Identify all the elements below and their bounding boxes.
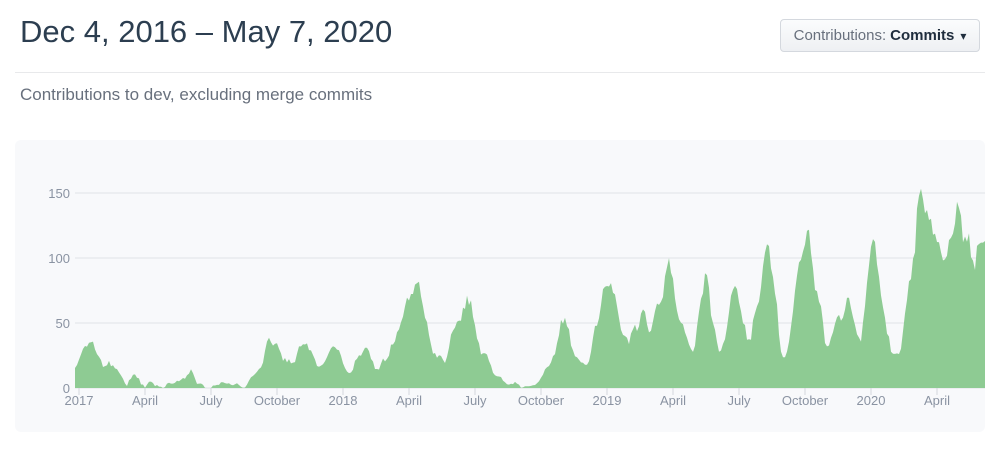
svg-text:2019: 2019: [593, 393, 622, 408]
svg-text:2017: 2017: [65, 393, 94, 408]
svg-text:150: 150: [48, 186, 70, 201]
svg-text:2018: 2018: [329, 393, 358, 408]
svg-text:April: April: [396, 393, 422, 408]
svg-text:100: 100: [48, 251, 70, 266]
svg-text:April: April: [924, 393, 950, 408]
svg-text:50: 50: [56, 316, 70, 331]
svg-text:July: July: [199, 393, 223, 408]
svg-text:April: April: [660, 393, 686, 408]
svg-text:October: October: [518, 393, 565, 408]
svg-text:July: July: [727, 393, 751, 408]
svg-text:October: October: [254, 393, 301, 408]
svg-text:July: July: [463, 393, 487, 408]
svg-text:October: October: [782, 393, 829, 408]
svg-text:2020: 2020: [857, 393, 886, 408]
svg-text:April: April: [132, 393, 158, 408]
